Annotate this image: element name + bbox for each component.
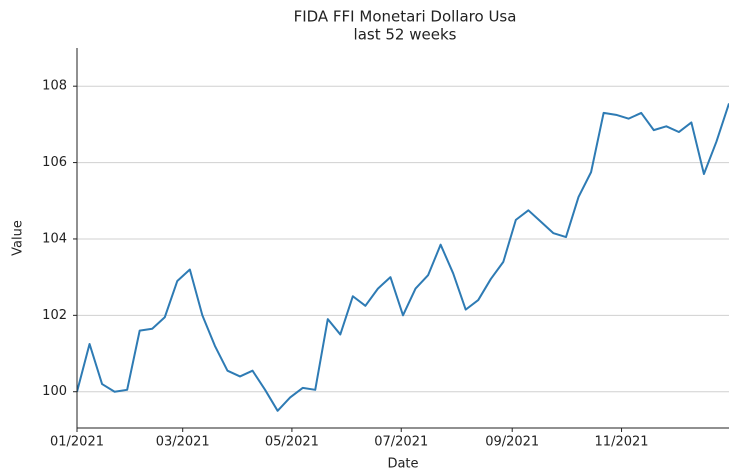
y-tick-label: 106 [42, 155, 67, 170]
y-tick-label: 100 [42, 384, 67, 399]
grid [77, 85, 729, 393]
x-tick-label: 11/2021 [595, 435, 649, 450]
x-tick-label: 03/2021 [156, 435, 210, 450]
line-series [77, 103, 729, 412]
x-tick-label: 07/2021 [374, 435, 428, 450]
y-tick-label: 102 [42, 308, 67, 323]
chart-title: FIDA FFI Monetari Dollaro Usa [294, 8, 517, 26]
chart-subtitle: last 52 weeks [354, 26, 457, 44]
plot-area [77, 103, 729, 412]
x-tick-label: 09/2021 [485, 435, 539, 450]
x-tick-label: 01/2021 [50, 435, 104, 450]
y-tick-label: 108 [42, 79, 67, 94]
x-tick-label: 05/2021 [265, 435, 319, 450]
y-axis-label: Value [11, 220, 26, 256]
x-axis-label: Date [387, 457, 418, 472]
y-tick-label: 104 [42, 231, 67, 246]
